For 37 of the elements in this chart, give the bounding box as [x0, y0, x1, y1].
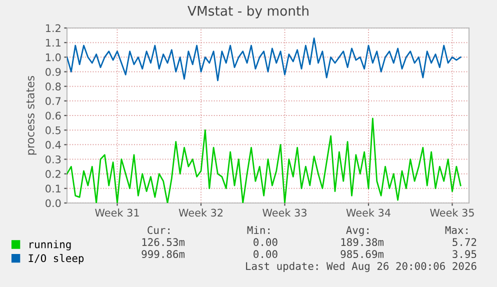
x-tick-label: Week 33 — [262, 208, 306, 217]
y-tick-label: 0.0 — [46, 199, 61, 208]
text: Avg: — [346, 226, 368, 236]
text: Max: — [445, 226, 468, 234]
text: 985.69m — [340, 250, 384, 258]
line-series — [67, 38, 462, 82]
y-tick-label: 1.1 — [46, 38, 60, 47]
x-tick-label: Week 32 — [178, 208, 223, 217]
legend-label: I/O sleep — [28, 254, 84, 264]
y-tick-label: 1.0 — [46, 53, 61, 62]
x-tick-label: Week 35 — [430, 208, 474, 217]
text: 0.00 — [254, 250, 278, 258]
text: Cur: — [148, 226, 170, 234]
y-tick-label: 0.6 — [46, 112, 61, 120]
text: Last update: Wed Aug 26 20:00:06 2026 — [246, 262, 476, 272]
y-tick-label: 0.2 — [46, 170, 60, 178]
text: Min: — [247, 226, 270, 234]
x-tick-label: Week 31 — [95, 208, 139, 217]
y-tick-label: 0.4 — [46, 140, 61, 149]
text: 126.53m — [142, 238, 185, 246]
y-tick-label: 0.1 — [46, 184, 60, 193]
y-tick-label: 0.9 — [46, 68, 61, 76]
chart-title: VMstat - by month — [188, 6, 308, 18]
legend-label: running — [30, 240, 71, 250]
text: 5.72 — [452, 238, 476, 246]
y-axis-title: process states — [26, 76, 37, 155]
y-tick-label: 0.8 — [46, 82, 61, 90]
y-tick-label: 0.7 — [46, 97, 61, 106]
text: 189.38m — [341, 238, 384, 246]
y-tick-label: 0.5 — [46, 126, 61, 134]
x-tick-label: Week 34 — [346, 208, 390, 217]
text: 3.95 — [452, 250, 476, 258]
y-tick-label: 0.3 — [46, 155, 61, 164]
y-tick-label: 1.2 — [46, 24, 60, 32]
text: 999.86m — [142, 250, 185, 258]
text: 0.00 — [254, 238, 278, 246]
line-series — [67, 118, 462, 203]
